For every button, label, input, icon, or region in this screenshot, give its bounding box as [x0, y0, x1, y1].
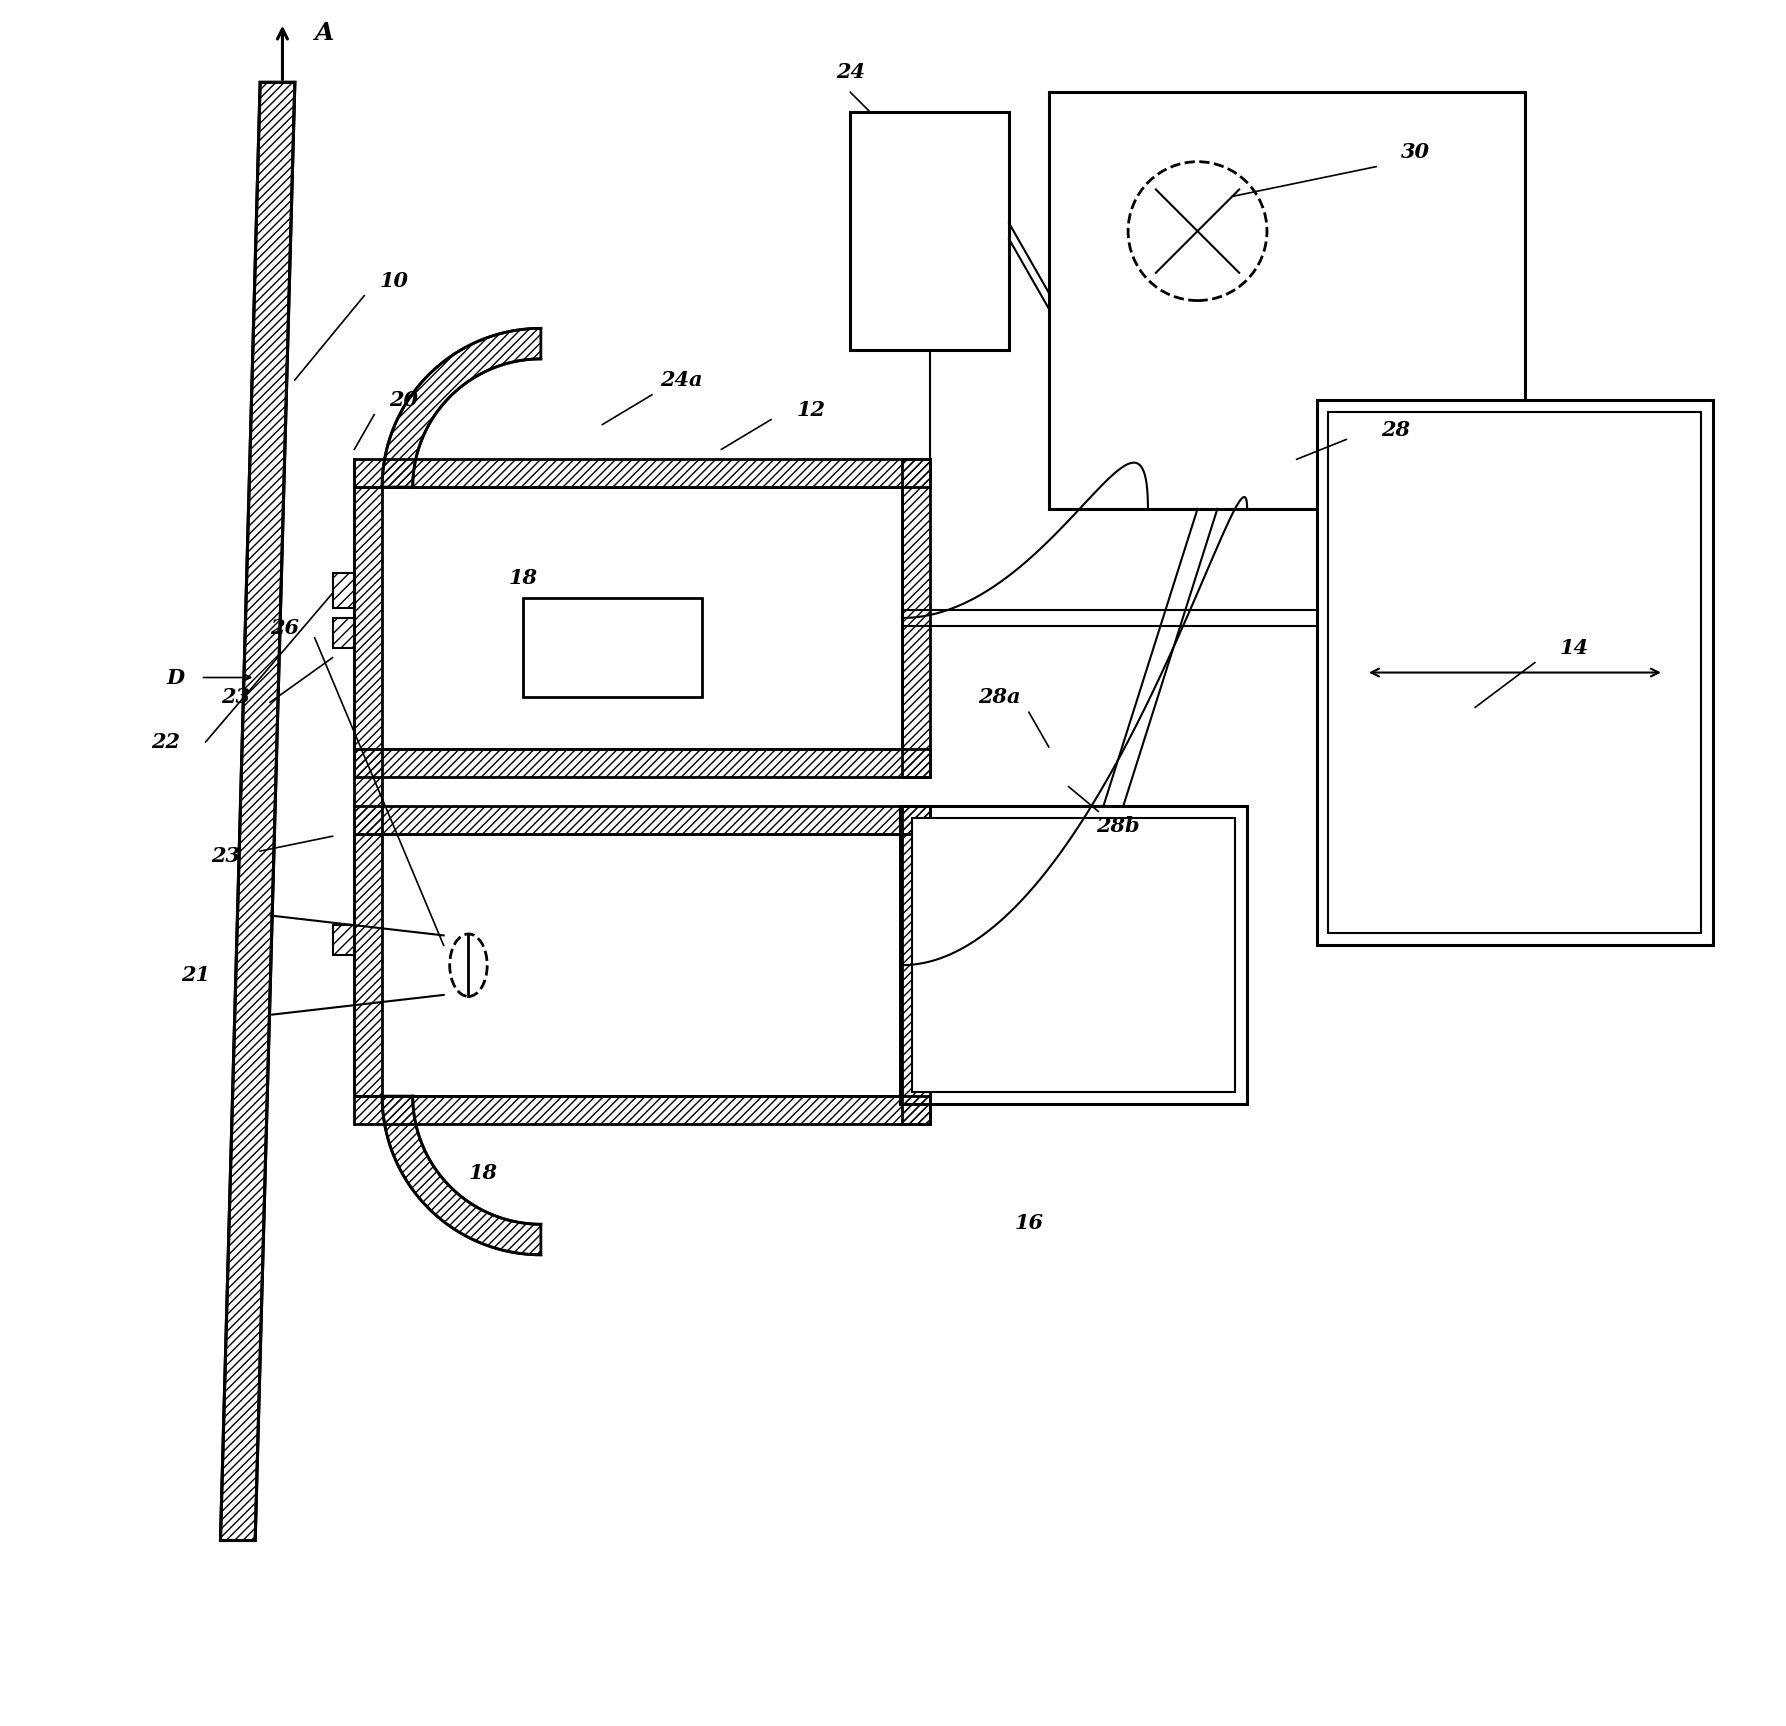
Polygon shape [220, 83, 295, 1541]
Text: 12: 12 [797, 400, 825, 419]
Bar [354, 459, 931, 487]
Bar [354, 834, 902, 1096]
Text: 18: 18 [509, 568, 538, 589]
Bar [332, 925, 354, 954]
Bar [1329, 413, 1702, 934]
Bar [332, 618, 354, 647]
Text: D: D [166, 668, 186, 687]
Text: A: A [314, 21, 334, 45]
Text: 18: 18 [468, 1163, 498, 1184]
Bar [902, 806, 931, 1124]
Text: 24: 24 [836, 62, 864, 83]
Text: 26: 26 [270, 618, 300, 639]
Bar [354, 487, 382, 1096]
Text: 21: 21 [180, 965, 211, 986]
Text: 14: 14 [1559, 637, 1590, 658]
Text: 24a: 24a [661, 369, 704, 390]
Bar [1048, 91, 1525, 509]
Text: 23: 23 [221, 687, 250, 708]
Bar [523, 599, 702, 697]
Text: 16: 16 [1014, 1213, 1043, 1232]
Text: 28a: 28a [979, 687, 1020, 708]
Text: 10: 10 [380, 271, 409, 290]
Text: 28: 28 [1381, 419, 1411, 440]
Bar [850, 112, 1009, 350]
Text: 28b: 28b [1097, 816, 1139, 837]
Bar [1316, 400, 1713, 946]
Text: 30: 30 [1402, 142, 1431, 162]
Bar [354, 1096, 931, 1124]
Bar [900, 806, 1247, 1105]
Text: 20: 20 [389, 390, 418, 409]
Bar [354, 806, 931, 834]
Bar [913, 818, 1236, 1093]
Text: 23: 23 [211, 846, 239, 866]
Bar [902, 459, 931, 777]
Bar [332, 573, 354, 608]
Bar [354, 749, 931, 777]
Bar [354, 487, 902, 749]
Text: 22: 22 [152, 732, 180, 753]
